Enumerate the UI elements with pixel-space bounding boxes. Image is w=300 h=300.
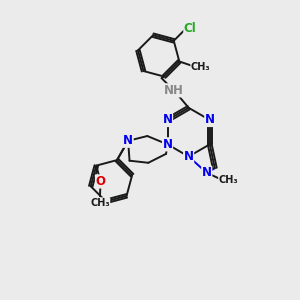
Text: NH: NH [164,84,184,97]
Text: N: N [202,166,212,179]
Text: N: N [163,138,172,151]
Text: CH₃: CH₃ [191,61,211,71]
Text: Cl: Cl [184,22,197,35]
Text: N: N [163,113,172,127]
Text: CH₃: CH₃ [90,198,110,208]
Text: N: N [184,150,194,163]
Text: N: N [205,113,215,127]
Text: CH₃: CH₃ [219,175,238,185]
Text: N: N [123,134,133,147]
Text: O: O [95,175,106,188]
